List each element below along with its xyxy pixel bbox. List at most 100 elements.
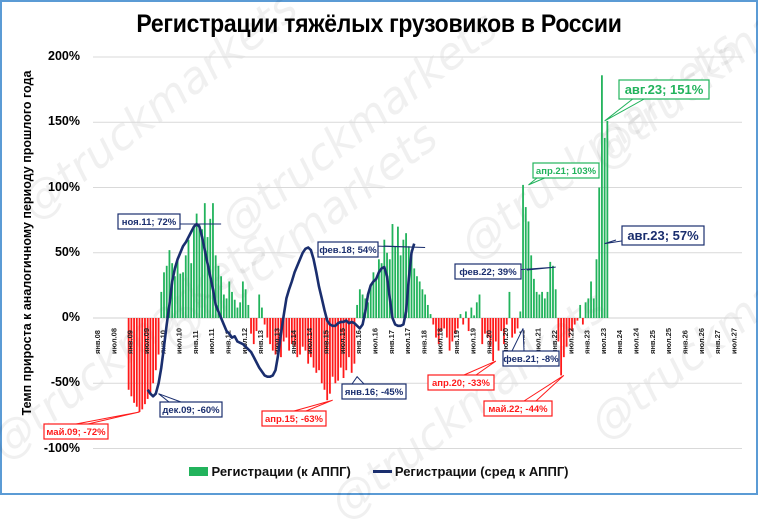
bar: [546, 291, 549, 318]
bar: [301, 318, 304, 347]
bar: [222, 294, 225, 318]
y-tick-label: -50%: [50, 375, 80, 390]
bar: [271, 318, 274, 351]
bar: [198, 224, 201, 318]
bar: [367, 302, 369, 318]
x-tick-label: янв.18: [419, 330, 428, 354]
bar: [571, 318, 573, 332]
bar: [244, 289, 247, 318]
x-tick-label: янв.22: [550, 330, 559, 354]
bar: [590, 281, 592, 318]
bar: [500, 318, 503, 332]
legend-bar-label: Регистрации (к АППГ): [211, 464, 351, 479]
bar: [584, 302, 587, 318]
legend-line-label: Регистрации (сред к АППГ): [394, 464, 569, 479]
bar: [299, 318, 301, 355]
bar: [261, 307, 263, 318]
bar: [424, 294, 427, 318]
bar: [277, 318, 280, 347]
bar: [568, 318, 571, 338]
y-tick-label: 100%: [48, 179, 80, 194]
x-tick-label: июл.21: [534, 328, 543, 354]
bar: [522, 184, 524, 318]
bar: [595, 259, 598, 318]
chart-title: Регистрации тяжёлых грузовиков в России: [136, 10, 622, 38]
x-tick-label: июл.24: [632, 327, 641, 354]
legend-item-line[interactable]: Регистрации (сред к АППГ): [372, 464, 569, 479]
x-tick-label: янв.19: [452, 330, 461, 354]
bar: [581, 318, 584, 325]
bar: [369, 285, 372, 318]
x-tick-label: янв.11: [191, 330, 200, 354]
x-tick-label: янв.09: [126, 330, 135, 354]
bar: [318, 318, 320, 371]
x-tick-label: янв.12: [224, 330, 233, 354]
bar: [451, 318, 454, 342]
bar: [489, 318, 492, 347]
bar: [247, 304, 250, 318]
x-tick-label: июл.20: [501, 328, 510, 354]
bar: [554, 289, 557, 318]
bar: [342, 318, 345, 379]
annotation-label: май.22; -44%: [488, 404, 548, 415]
bar: [138, 318, 141, 412]
bar: [429, 314, 432, 318]
x-tick-label: июл.12: [240, 328, 249, 354]
bar: [250, 318, 252, 334]
x-tick-label: июл.17: [403, 328, 412, 354]
avg-line: [146, 222, 416, 398]
bar: [312, 318, 315, 368]
bar: [576, 318, 579, 321]
bar: [543, 298, 546, 318]
bar: [361, 294, 364, 318]
y-tick-label: 150%: [48, 114, 80, 129]
bar: [516, 318, 519, 329]
bar: [383, 239, 386, 318]
bar: [519, 311, 522, 318]
bar: [203, 203, 206, 318]
bar: [334, 318, 337, 384]
bar: [293, 318, 296, 347]
y-tick-label: 0%: [61, 310, 80, 324]
bar: [524, 207, 527, 318]
bar: [201, 229, 203, 318]
legend-bar-swatch: [189, 467, 209, 476]
bar: [157, 318, 160, 355]
x-tick-label: янв.17: [387, 330, 396, 354]
bar: [231, 291, 233, 318]
annotation-label: янв.16; -45%: [345, 387, 404, 398]
annotation-label: ноя.11; 72%: [122, 217, 177, 228]
annotation-label: авг.23; 57%: [627, 228, 699, 243]
bar: [144, 318, 146, 405]
annotation-callout: май.22; -44%: [483, 374, 565, 417]
bar: [467, 318, 470, 332]
annotation-callout: ноя.11; 72%: [117, 213, 222, 230]
annotation-label: фев.21; -8%: [503, 354, 559, 365]
x-tick-label: янв.27: [713, 330, 722, 354]
annotation-label: апр.21; 103%: [536, 166, 597, 177]
bar: [193, 226, 195, 318]
bar: [481, 318, 484, 345]
bar: [448, 318, 451, 351]
x-tick-label: июл.22: [566, 328, 575, 354]
bar: [470, 307, 473, 318]
bar: [285, 318, 288, 338]
bar: [329, 318, 331, 394]
bar: [179, 273, 182, 318]
bar: [239, 302, 242, 318]
bar: [217, 265, 220, 318]
bar: [552, 265, 554, 318]
bar: [513, 318, 516, 334]
bar: [454, 318, 456, 334]
bar: [606, 120, 609, 318]
bar: [486, 318, 489, 338]
bar: [258, 294, 261, 318]
bar: [154, 318, 157, 371]
bar: [358, 289, 361, 318]
bar: [538, 294, 541, 318]
legend-item-bars[interactable]: Регистрации (к АППГ): [189, 464, 351, 479]
legend: Регистрации (к АППГ) Регистрации (сред к…: [0, 464, 758, 479]
bar: [252, 318, 255, 345]
x-tick-label: янв.16: [354, 330, 363, 354]
annotation-callout: апр.20; -33%: [427, 360, 497, 391]
